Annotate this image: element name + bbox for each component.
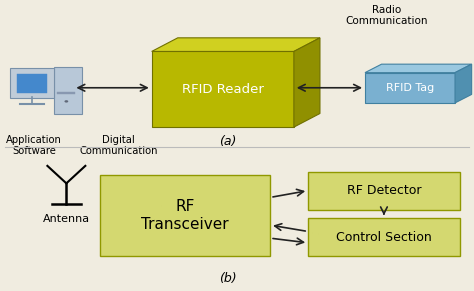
Text: Application
Software: Application Software: [6, 135, 62, 156]
Text: (a): (a): [219, 135, 236, 148]
FancyBboxPatch shape: [10, 68, 54, 98]
Circle shape: [64, 100, 68, 103]
Polygon shape: [294, 38, 320, 127]
Text: (b): (b): [219, 272, 237, 285]
Polygon shape: [152, 38, 320, 52]
Text: RFID Tag: RFID Tag: [386, 83, 434, 93]
FancyBboxPatch shape: [54, 68, 82, 114]
Text: Antenna: Antenna: [43, 214, 90, 224]
Text: RFID Reader: RFID Reader: [182, 83, 264, 96]
Polygon shape: [455, 64, 472, 103]
FancyBboxPatch shape: [57, 92, 75, 94]
FancyBboxPatch shape: [308, 218, 460, 256]
Text: RF
Transceiver: RF Transceiver: [141, 199, 228, 232]
Text: Radio
Communication: Radio Communication: [345, 5, 428, 26]
FancyBboxPatch shape: [100, 175, 270, 256]
Text: Digital
Communication: Digital Communication: [79, 135, 158, 156]
Text: RF Detector: RF Detector: [346, 184, 421, 197]
Polygon shape: [365, 73, 455, 103]
Polygon shape: [152, 52, 294, 127]
Text: Control Section: Control Section: [336, 231, 432, 244]
FancyBboxPatch shape: [17, 74, 47, 93]
Polygon shape: [365, 64, 472, 73]
FancyBboxPatch shape: [308, 172, 460, 210]
